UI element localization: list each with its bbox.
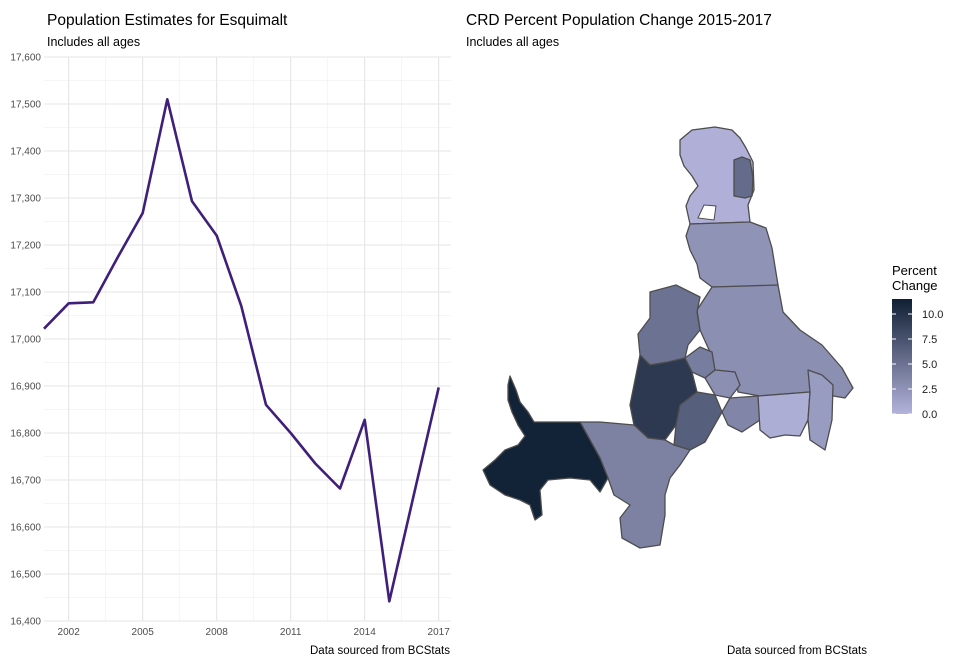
map-region <box>685 221 779 288</box>
y-tick-label: 17,400 <box>10 147 41 158</box>
legend-tick-label: 5.0 <box>922 359 937 371</box>
map-hole <box>697 204 717 221</box>
y-tick-label: 17,500 <box>10 100 41 111</box>
legend-tick-label: 7.5 <box>922 334 937 346</box>
color-legend: 10.0 7.5 5.0 2.5 0.0 <box>892 299 943 420</box>
map-region <box>579 421 691 549</box>
legend-tick-label: 10.0 <box>922 309 943 321</box>
map-region <box>637 284 701 366</box>
population-line <box>43 98 440 603</box>
legend-tick-label: 0.0 <box>922 409 937 420</box>
y-tick-label: 16,800 <box>10 429 41 440</box>
legend-colorbar <box>892 299 912 414</box>
map-region <box>673 391 723 451</box>
left-chart-subtitle: Includes all ages <box>47 35 141 49</box>
left-chart-title: Population Estimates for Esquimalt <box>47 12 288 29</box>
legend-tick-label: 2.5 <box>922 384 937 396</box>
y-tick-label: 16,600 <box>10 523 41 534</box>
right-map-title: CRD Percent Population Change 2015-2017 <box>466 12 772 29</box>
map-region <box>757 391 811 439</box>
y-tick-label: 16,500 <box>10 570 41 581</box>
y-tick-label: 17,600 <box>10 53 41 64</box>
map-region <box>679 126 755 225</box>
x-tick-label: 2008 <box>206 627 229 638</box>
y-tick-label: 16,900 <box>10 382 41 393</box>
x-tick-label: 2017 <box>428 627 451 638</box>
right-map-subtitle: Includes all ages <box>466 35 560 49</box>
y-tick-label: 17,100 <box>10 288 41 299</box>
legend-title: Percent Change <box>892 263 938 293</box>
choropleth-map <box>482 126 854 549</box>
map-region <box>733 156 754 199</box>
map-region <box>807 369 834 451</box>
map-region <box>482 375 609 521</box>
y-tick-label: 17,200 <box>10 241 41 252</box>
x-tick-label: 2005 <box>132 627 155 638</box>
y-tick-label: 16,700 <box>10 476 41 487</box>
x-tick-label: 2002 <box>58 627 81 638</box>
x-tick-label: 2014 <box>354 627 377 638</box>
y-tick-label: 16,400 <box>10 617 41 628</box>
left-chart-caption: Data sourced from BCStats <box>310 645 450 657</box>
x-tick-label: 2011 <box>280 627 302 638</box>
right-map-caption: Data sourced from BCStats <box>727 645 867 657</box>
line-chart: 16,400 16,500 16,600 16,700 16,800 16,900 17,0… <box>10 53 451 638</box>
y-tick-label: 17,300 <box>10 194 41 205</box>
map-region <box>721 395 761 433</box>
legend-title-line2: Change <box>892 278 938 293</box>
y-tick-label: 17,000 <box>10 335 41 346</box>
legend-title-line1: Percent <box>892 263 937 278</box>
